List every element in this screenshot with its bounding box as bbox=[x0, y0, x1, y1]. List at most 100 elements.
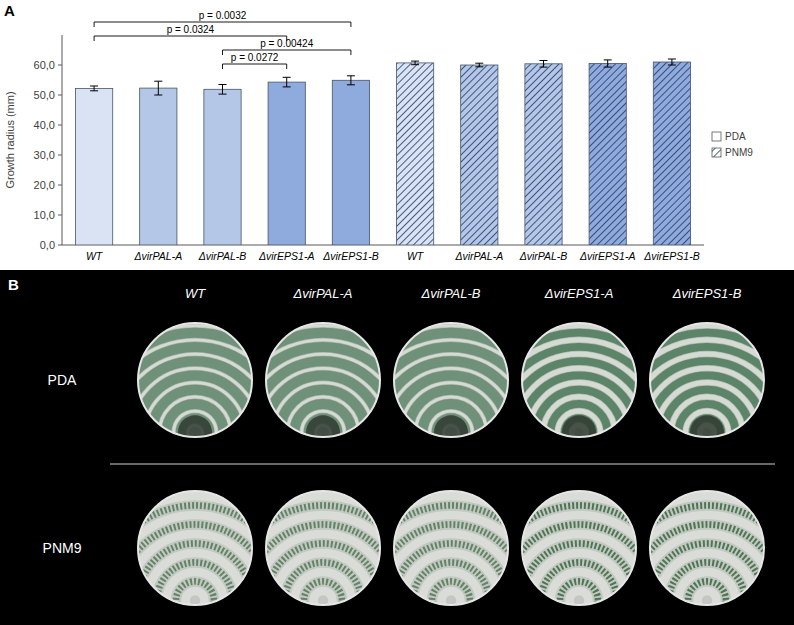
error-cap bbox=[604, 59, 612, 60]
error-cap bbox=[604, 67, 612, 68]
significance-bracket: p = 0.0032 bbox=[94, 10, 351, 27]
y-tick-label: 40,0 bbox=[34, 119, 55, 131]
x-tick-label: ΔvirPAL-B bbox=[198, 250, 247, 262]
conidial-ring bbox=[252, 361, 395, 504]
error-cap bbox=[540, 60, 548, 61]
error-bar bbox=[411, 61, 419, 65]
conidial-ring bbox=[522, 375, 636, 489]
mycelial-ring bbox=[145, 383, 245, 483]
mycelial-ring bbox=[167, 572, 224, 625]
error-stem bbox=[158, 81, 159, 95]
row-label: PDA bbox=[48, 372, 77, 388]
conidial-ring bbox=[536, 390, 622, 476]
mycelial-ring bbox=[159, 397, 230, 468]
conidial-ring bbox=[612, 505, 794, 625]
error-cap bbox=[475, 66, 483, 67]
dish-rim bbox=[522, 323, 636, 437]
conidial-ring bbox=[100, 505, 290, 625]
error-stem bbox=[479, 63, 480, 67]
conidial-ring bbox=[394, 375, 508, 489]
error-cap bbox=[347, 84, 355, 85]
error-cap bbox=[411, 61, 419, 62]
y-tick-label: 50,0 bbox=[34, 89, 55, 101]
mycelial-ring bbox=[174, 411, 217, 454]
error-stem bbox=[350, 76, 351, 85]
inoculation-zone bbox=[690, 415, 724, 449]
inoculation-zone bbox=[434, 415, 468, 449]
mycelial-ring bbox=[423, 572, 480, 625]
conidial-ring bbox=[157, 562, 233, 625]
mycelial-ring bbox=[558, 411, 601, 454]
conidial-ring bbox=[560, 581, 598, 619]
conidial-ring bbox=[408, 390, 494, 476]
mycelial-ring bbox=[259, 368, 387, 496]
conidial-ring bbox=[266, 375, 380, 489]
y-tick bbox=[58, 245, 62, 246]
conidial-ring bbox=[304, 581, 342, 619]
mycelial-ring bbox=[622, 515, 793, 625]
conidial-ring bbox=[228, 505, 418, 625]
x-tick-label: ΔvirEPS1-A bbox=[258, 250, 314, 262]
panel-label: A bbox=[4, 2, 15, 19]
conidial-ring bbox=[124, 361, 267, 504]
conidial-ring bbox=[138, 375, 252, 489]
y-tick bbox=[58, 215, 62, 216]
conidial-ring bbox=[394, 543, 508, 625]
x-tick-label: WT bbox=[407, 250, 425, 262]
column-label: ΔvirPAL-B bbox=[420, 286, 480, 301]
bar bbox=[75, 88, 112, 245]
conidial-ring bbox=[247, 524, 399, 625]
conidial-ring bbox=[593, 486, 794, 625]
mycelial-ring bbox=[657, 383, 757, 483]
y-tick bbox=[58, 185, 62, 186]
conidial-ring bbox=[664, 390, 750, 476]
bar bbox=[461, 65, 498, 245]
significance-bracket: p = 0.0272 bbox=[223, 52, 287, 69]
error-cap bbox=[219, 94, 227, 95]
mycelial-ring bbox=[404, 553, 499, 625]
error-cap bbox=[154, 95, 162, 96]
dish-rim bbox=[266, 491, 380, 605]
conidial-ring bbox=[508, 361, 651, 504]
mycelial-ring bbox=[442, 591, 461, 610]
bracket-line bbox=[94, 22, 351, 27]
error-bar bbox=[668, 59, 676, 65]
x-tick-label: ΔvirEPS1-B bbox=[643, 250, 699, 262]
bar bbox=[396, 63, 433, 245]
mycelial-ring bbox=[603, 496, 794, 625]
error-bar bbox=[475, 63, 483, 67]
error-cap bbox=[154, 81, 162, 82]
conidial-ring bbox=[152, 390, 238, 476]
y-tick-label: 10,0 bbox=[34, 209, 55, 221]
petri-dish bbox=[574, 467, 794, 625]
error-bar bbox=[347, 76, 355, 85]
mycelial-ring bbox=[387, 368, 515, 496]
bar bbox=[525, 64, 562, 245]
x-tick-label: ΔvirEPS1-A bbox=[579, 250, 635, 262]
p-value-label: p = 0.0272 bbox=[231, 52, 279, 63]
column-label: ΔvirEPS1-A bbox=[544, 286, 614, 301]
mycelial-ring bbox=[529, 383, 629, 483]
conidial-ring bbox=[574, 467, 794, 625]
legend-label: PDA bbox=[725, 131, 746, 142]
conidial-ring bbox=[484, 505, 674, 625]
conidial-ring bbox=[380, 361, 523, 504]
error-stem bbox=[607, 60, 608, 67]
error-cap bbox=[668, 65, 676, 66]
conidial-ring bbox=[280, 390, 366, 476]
y-axis-line bbox=[62, 35, 63, 245]
significance-bracket: p = 0.0324 bbox=[94, 24, 287, 41]
mycelial-ring bbox=[671, 397, 742, 468]
y-tick-label: 60,0 bbox=[34, 59, 55, 71]
conidial-ring bbox=[432, 581, 470, 619]
error-stem bbox=[286, 77, 287, 87]
mycelial-ring bbox=[543, 397, 614, 468]
error-cap bbox=[475, 63, 483, 64]
conidial-ring bbox=[650, 375, 764, 489]
mycelial-ring bbox=[373, 354, 530, 511]
mycelial-ring bbox=[117, 354, 274, 511]
conidial-ring bbox=[688, 581, 726, 619]
mycelial-ring bbox=[686, 411, 729, 454]
conidial-ring bbox=[503, 524, 655, 625]
error-stem bbox=[94, 86, 95, 91]
